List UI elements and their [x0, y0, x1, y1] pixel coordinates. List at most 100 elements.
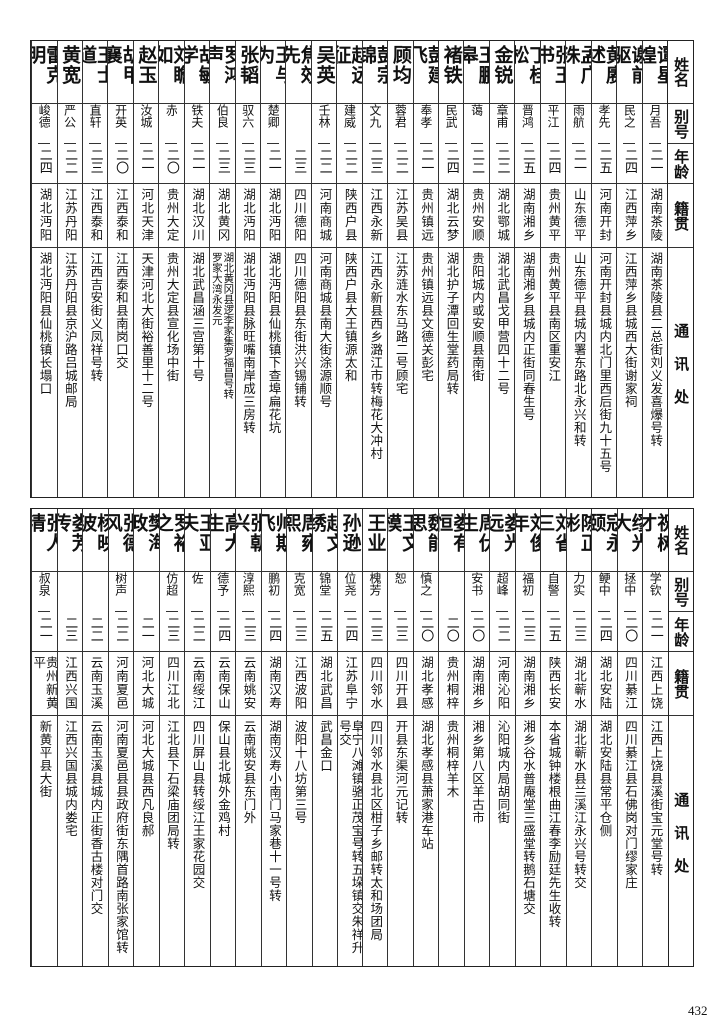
person-record: 魏能思 慎之 二〇 湖北孝感 湖北孝感县萧家港车站 [412, 509, 439, 966]
alias-text: 淳熙 [242, 572, 255, 596]
cell-native: 云南姚安 [236, 652, 261, 716]
cell-native: 陕西长安 [541, 652, 566, 716]
name-text: 王鹏皋 [464, 45, 489, 85]
person-record: 刘瞻如赤二〇 贵州大定 贵州大定县宣化场中街 [158, 41, 184, 497]
name-text: 赵文绣 [312, 513, 338, 553]
name-text: 谭星煌 [642, 45, 668, 85]
alias-text: 壬林 [318, 104, 331, 128]
native-text: 江西上饶 [648, 656, 664, 710]
person-record: 张韬 驭六 二三 湖北沔阳 湖北沔阳县脉旺嘴南岸成三房转 [234, 41, 260, 497]
name-text: 魏能思 [413, 513, 439, 553]
cell-name: 周伏生 [464, 509, 489, 572]
cell-address: 湖北黄冈县逻李家集罗福昌号转 罗家大湾永发元 [210, 248, 235, 497]
cell-alias: 奉孝 [419, 104, 432, 144]
person-record: 高大生 德予 二四 云南保山 保山县北城外金鸡村 [209, 509, 236, 966]
cell-alias: 福初 [521, 572, 534, 612]
address-text: 波阳十八坊第三号 [292, 720, 308, 824]
native-text: 江西兴国 [63, 656, 78, 710]
native-text: 湖北鄂城 [495, 188, 511, 242]
person-record: 缪光大 拯中 二〇 四川綦江 四川綦江县石佛岗对门缪家庄 [616, 509, 643, 966]
cell-native: 贵州新黄平 [32, 652, 57, 716]
cell-alias: 学钦 [649, 572, 662, 612]
cell-alias: 仿超 [165, 572, 178, 612]
cell-native: 湖南汉寿 [261, 652, 286, 716]
age-text: 二四 [596, 616, 612, 642]
name-text: 孙逊 [339, 513, 362, 553]
cell-address: 武昌金口 [313, 716, 338, 966]
cell-age: 二四 [592, 612, 617, 652]
cell-name: 杨映波 [83, 509, 108, 572]
native-text: 河北大城 [139, 656, 155, 710]
cell-age: 二五 [515, 144, 540, 184]
person-record: 孟广洙 雨航 二一 山东德平 山东德平县城内署东路北永兴和转 [565, 41, 591, 497]
native-text: 江苏丹阳 [62, 188, 78, 242]
cell-native: 河南开封 [591, 184, 617, 248]
age-text: 二四 [215, 616, 231, 642]
cell-name: 胡甲襄 [108, 41, 133, 104]
cell-native: 江西上饶 [643, 652, 668, 716]
alias-text: 汝城 [139, 104, 152, 128]
cell-alias: 汝城 [139, 104, 152, 144]
native-text: 河南商城 [317, 188, 333, 242]
cell-age: 二三 [159, 612, 184, 652]
age-text: 二三 [240, 616, 256, 642]
address-text: 新黄平县大街 [37, 720, 53, 798]
person-record: 顾均 蓉君 二二 江苏吴县 江苏涟水东马路二号顾宅 [387, 41, 413, 497]
alias-text: 文九 [369, 104, 381, 128]
name-text: 高大生 [210, 513, 236, 553]
cell-name: 彭建飞 [413, 41, 439, 104]
native-text: 陕西户县 [342, 188, 358, 242]
name-text: 缪光大 [617, 513, 643, 553]
age-text: 二三 [367, 616, 383, 642]
cell-age: 二〇 [413, 612, 438, 652]
cell-native: 四川綦江 [617, 652, 642, 716]
cell-age: 二三 [82, 144, 108, 184]
age-text: 二四 [266, 616, 282, 642]
cell-address: 江苏涟水东马路二号顾宅 [388, 248, 412, 497]
person-record: 黄宽 严公 二二 江苏丹阳 江苏丹阳县京沪路吕城邮局 [56, 41, 82, 497]
person-record: 张朝兴 淳熙 二三 云南姚安 云南姚安县东门外 [235, 509, 261, 966]
person-record: 褚铁 民武 二四 湖北云梦 湖北护子潭回生堂药局转 [438, 41, 464, 497]
age-text: 二三 [240, 148, 256, 174]
cell-alias: 淳熙 [242, 572, 255, 612]
cell-native: 陕西户县 [337, 184, 362, 248]
alias-text: 楚卿 [267, 104, 280, 128]
age-text: 二〇 [418, 616, 434, 642]
name-text: 杨映波 [83, 513, 108, 553]
native-text: 云南保山 [216, 656, 231, 710]
alias-text: 建威 [343, 104, 356, 128]
alias-text: 平江 [546, 104, 559, 128]
address-text: 云南玉溪县城内正街香古楼对门交 [88, 720, 104, 915]
cell-name: 帅斯飞 [261, 509, 286, 572]
person-record: 丁桂松 晋鸿 二五 湖南湘乡 湖南湘乡县城内正街同春生号 [514, 41, 540, 497]
age-text: 二一 [418, 148, 434, 174]
cell-native: 河南沁阳 [490, 652, 515, 716]
header-name: 姓名 [668, 41, 693, 104]
name-text: 雷克明 [32, 45, 57, 85]
native-text: 江西萍乡 [622, 188, 638, 242]
cell-age: 二一 [413, 144, 439, 184]
person-record: 陈正彬 力实 二三 湖北蕲水 湖北蕲水县兰溪江永兴号转交 [565, 509, 591, 966]
cell-name: 祝树才 [643, 509, 668, 572]
cell-name: 张德风 [108, 509, 133, 572]
person-record: 杨映波 二二 云南玉溪 云南玉溪县城内正街香古楼对门交 [82, 509, 108, 966]
alias-text: 自警 [547, 572, 560, 596]
cell-name: 雷克明 [32, 41, 57, 104]
address-text: 云南姚安县东门外 [241, 720, 257, 824]
age-text: 二二 [62, 148, 78, 174]
person-record: 刘省三 自警 二五 陕西长安 本省城钟楼根曲江春李励廷先生收转 [540, 509, 566, 966]
age-text: 二四 [36, 148, 52, 174]
age-text: 二四 [545, 148, 561, 174]
address-text: 贵州黄平县南区重安江 [546, 252, 562, 382]
address-text: 湖北武昌戈甲营四十二号 [495, 252, 511, 395]
cell-age: 二一 [260, 144, 286, 184]
cell-alias: 鹏初 [267, 572, 280, 612]
age-text: 二五 [519, 148, 535, 174]
name-text: 张人清 [32, 513, 57, 553]
address-text: 贵阳城内或安顺县南街 [469, 252, 485, 382]
cell-alias: 孝先 [597, 104, 610, 144]
cell-name: 胡敏学 [184, 41, 210, 104]
age-text: 二一 [647, 148, 663, 174]
name-text: 胡甲襄 [108, 45, 133, 85]
person-record: 赵远征 建威 二二 陕西户县 陕西户县大王镇源太和 [336, 41, 362, 497]
